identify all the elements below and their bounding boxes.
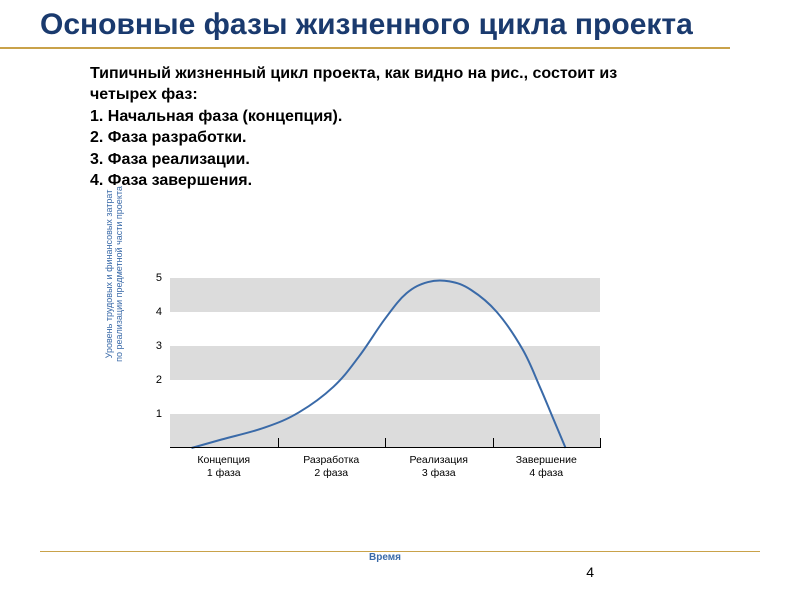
slide-title: Основные фазы жизненного цикла проекта	[0, 0, 730, 49]
y-tick-label: 3	[156, 340, 162, 352]
y-tick-label: 1	[156, 408, 162, 420]
plot-area: 12345Концепция 1 фазаРазработка 2 фазаРе…	[170, 278, 600, 448]
list-item: 1. Начальная фаза (концепция).	[90, 106, 660, 128]
y-tick-label: 2	[156, 374, 162, 386]
list-item: 4. Фаза завершения.	[90, 170, 660, 192]
y-axis-title: Уровень трудовых и финансовых затрат по …	[104, 184, 124, 364]
phase-separator	[385, 438, 386, 448]
phase-separator	[493, 438, 494, 448]
curve-svg	[170, 278, 600, 448]
lifecycle-curve	[192, 280, 566, 448]
phase-separator	[600, 438, 601, 448]
x-axis-title: Время	[170, 552, 600, 563]
list-item: 2. Фаза разработки.	[90, 127, 660, 149]
y-tick-label: 5	[156, 272, 162, 284]
phase-label: Завершение 4 фаза	[493, 454, 601, 480]
list-item: 3. Фаза реализации.	[90, 149, 660, 171]
phase-separator	[278, 438, 279, 448]
phase-label: Разработка 2 фаза	[278, 454, 386, 480]
y-tick-label: 4	[156, 306, 162, 318]
phase-label: Реализация 3 фаза	[385, 454, 493, 480]
phase-label: Концепция 1 фаза	[170, 454, 278, 480]
footer-rule	[40, 551, 760, 552]
intro-text: Типичный жизненный цикл проекта, как вид…	[90, 63, 660, 106]
body-text: Типичный жизненный цикл проекта, как вид…	[0, 49, 700, 193]
lifecycle-chart: Уровень трудовых и финансовых затрат по …	[110, 278, 650, 518]
page-number: 4	[586, 564, 594, 580]
